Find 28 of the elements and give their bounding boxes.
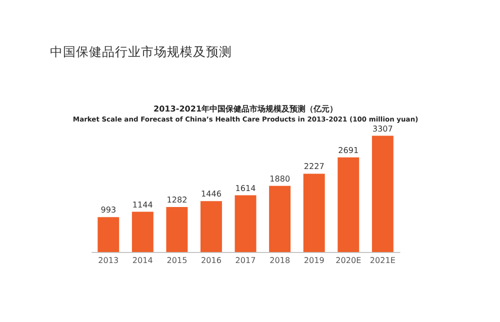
data-label: 2691 (338, 146, 359, 155)
data-label: 2227 (304, 162, 324, 172)
chart-title: 中国保健品行业市场规模及预测 (50, 44, 232, 60)
x-tick-label: 2015 (166, 256, 188, 266)
data-label: 1282 (166, 195, 188, 204)
bar (166, 206, 188, 252)
x-tick-label: 2017 (235, 256, 256, 266)
bar (234, 195, 256, 252)
x-tick-label: 2013 (98, 256, 119, 266)
bar (303, 174, 325, 252)
bar (269, 186, 291, 252)
bar (372, 136, 394, 252)
data-label: 3307 (372, 124, 393, 134)
bar (98, 217, 120, 252)
x-tick-label: 2016 (201, 256, 222, 266)
x-tick-label: 2021E (370, 256, 396, 266)
bar (200, 201, 222, 252)
x-tick-label: 2014 (132, 256, 153, 266)
x-tick-label: 2019 (304, 256, 324, 266)
data-label: 1880 (270, 174, 290, 184)
data-label: 993 (100, 206, 116, 215)
data-label: 1144 (132, 200, 153, 210)
x-tick-label: 2020E (336, 256, 362, 266)
bar (338, 157, 360, 252)
bar (132, 212, 154, 252)
data-label: 1614 (235, 184, 256, 193)
x-tick-label: 2018 (270, 256, 290, 266)
data-label: 1446 (201, 190, 222, 199)
